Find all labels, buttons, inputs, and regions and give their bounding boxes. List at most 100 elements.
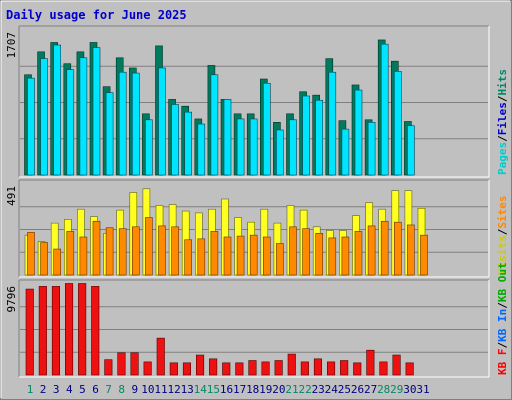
sites-bar <box>328 237 337 276</box>
kb-bar <box>261 361 270 376</box>
files-bar <box>158 67 166 176</box>
kb-bar <box>38 286 47 376</box>
kb-bar <box>379 361 388 376</box>
day-label: 27 <box>364 383 377 396</box>
sites-bar <box>210 231 219 276</box>
day-label: 20 <box>272 383 285 396</box>
day-label: 29 <box>390 383 403 396</box>
y-max-label: 9796 <box>5 286 18 313</box>
day-label: 7 <box>105 383 112 396</box>
y-max-label: 1707 <box>5 32 18 59</box>
files-bar <box>380 43 389 176</box>
kb-bar <box>287 353 296 376</box>
sites-bar <box>184 239 192 276</box>
legend-entry: Files <box>496 102 509 135</box>
day-label: 9 <box>131 383 138 396</box>
day-label: 5 <box>79 383 86 396</box>
files-bar <box>184 111 192 176</box>
files-bar <box>354 89 363 176</box>
sites-bar <box>407 224 415 276</box>
day-label: 22 <box>298 383 311 396</box>
legend-entry: Pages <box>496 142 509 175</box>
day-label: 1 <box>27 383 34 396</box>
day-label: 16 <box>220 383 233 396</box>
legend-entry: / <box>496 342 509 349</box>
files-bar <box>367 122 376 176</box>
sites-bar <box>289 226 297 276</box>
sites-bar <box>66 231 75 276</box>
legend: Pages/Files/Hits <box>496 69 509 175</box>
legend-entry: / <box>496 228 509 235</box>
day-label: 15 <box>207 383 220 396</box>
files-bar <box>79 57 88 176</box>
sites-bar <box>341 236 350 276</box>
day-label: 14 <box>194 383 208 396</box>
kb-bar <box>130 352 139 376</box>
sites-bar <box>367 225 376 276</box>
day-label: 12 <box>167 383 180 396</box>
files-bar <box>132 72 140 176</box>
sites-bar <box>40 242 48 276</box>
kb-bar <box>313 358 323 376</box>
legend-entry: Sites <box>496 196 509 229</box>
sites-bar <box>105 227 114 276</box>
day-label: 8 <box>118 383 125 396</box>
kb-bar <box>117 352 126 376</box>
day-label: 13 <box>181 383 194 396</box>
sites-bar <box>132 226 140 276</box>
files-bar <box>249 118 258 176</box>
files-bar <box>223 99 232 176</box>
sites-bar <box>27 232 35 276</box>
sites-bar <box>380 220 389 276</box>
day-label: 17 <box>233 383 246 396</box>
files-bar <box>393 71 402 176</box>
day-label: 23 <box>312 383 325 396</box>
legend-entry: KB F <box>496 349 509 376</box>
kb-bar <box>235 362 244 376</box>
kb-bar <box>65 283 74 376</box>
day-label: 31 <box>416 383 429 396</box>
files-bar <box>407 125 415 176</box>
sites-bar <box>53 248 62 276</box>
legend-entry: KB Out <box>496 262 509 302</box>
sites-bar <box>262 236 271 276</box>
files-bar <box>210 74 219 176</box>
sites-bar <box>276 243 284 276</box>
sites-bar <box>302 228 310 276</box>
files-bar <box>105 92 114 176</box>
legend-entry: Visits <box>496 235 509 275</box>
kb-bar <box>143 361 152 376</box>
files-bar <box>341 128 350 176</box>
day-label: 2 <box>40 383 47 396</box>
kb-bar <box>326 361 336 376</box>
kb-bar <box>182 362 191 376</box>
legend-entry: Hits <box>496 69 509 96</box>
day-label: 28 <box>377 383 390 396</box>
sites-bar <box>249 234 258 276</box>
y-max-label: 491 <box>5 186 18 206</box>
kb-bar <box>222 362 231 376</box>
files-bar <box>276 129 284 176</box>
day-label: 11 <box>154 383 167 396</box>
sites-bar <box>197 238 206 276</box>
sites-bar <box>315 232 324 276</box>
files-bar <box>262 82 271 176</box>
day-label: 19 <box>259 383 272 396</box>
sites-bar <box>118 228 127 276</box>
sites-bar <box>393 221 402 276</box>
kb-bar <box>91 286 100 376</box>
kb-bar <box>340 360 349 376</box>
sites-bar <box>354 231 363 276</box>
kb-bar <box>209 358 218 376</box>
kb-bar <box>169 362 178 376</box>
day-label: 26 <box>351 383 364 396</box>
legend: KB F/KB In/KB Out <box>496 262 509 375</box>
kb-bar <box>274 360 283 376</box>
sites-bar <box>79 236 88 276</box>
day-label: 10 <box>141 383 154 396</box>
kb-bar <box>392 354 401 376</box>
files-bar <box>66 69 75 176</box>
files-bar <box>315 99 324 176</box>
